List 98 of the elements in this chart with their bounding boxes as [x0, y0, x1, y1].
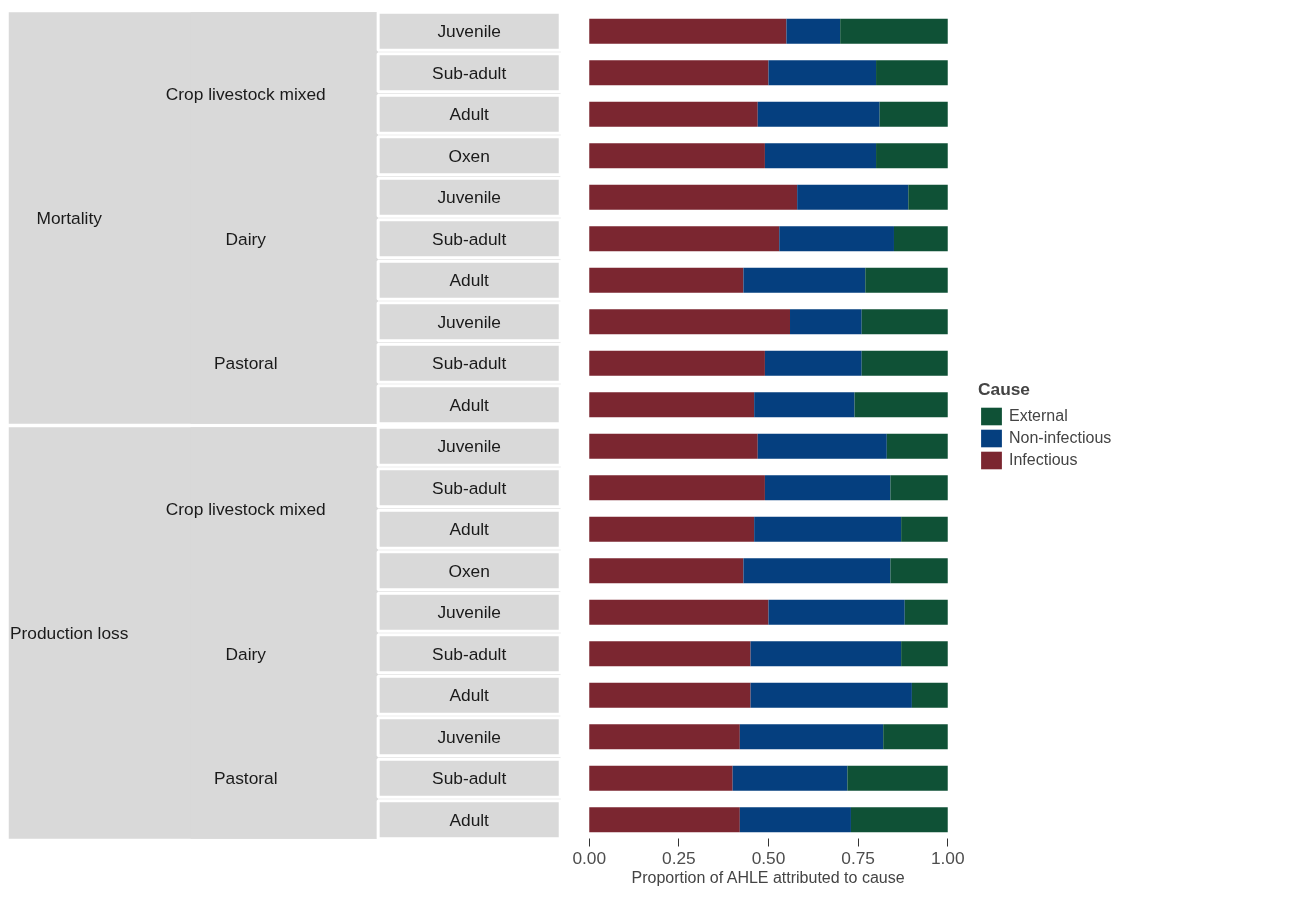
bar [901, 516, 948, 542]
bar [589, 724, 740, 750]
bar [865, 267, 948, 293]
bar [589, 18, 787, 44]
y-tick-label: Sub-adult [432, 477, 507, 498]
legend-title: Cause [978, 379, 1031, 400]
y-tick-label: Sub-adult [432, 228, 507, 249]
bar [876, 60, 948, 86]
legend-label: Non-infectious [1009, 429, 1112, 447]
y-tick-label: Sub-adult [432, 643, 507, 664]
bar [901, 641, 948, 667]
bar [589, 765, 733, 791]
bar [890, 475, 948, 501]
x-axis-title: Proportion of AHLE attributed to cause [631, 868, 905, 886]
text: Crop livestock mixed [165, 83, 326, 104]
bar [739, 724, 884, 750]
bar [589, 475, 765, 501]
bar [883, 724, 948, 750]
bar [739, 807, 851, 833]
bar [890, 558, 948, 584]
bar [732, 765, 848, 791]
bar [750, 641, 902, 667]
legend-label: Infectious [1009, 451, 1078, 469]
bar [768, 60, 877, 86]
bar [743, 558, 891, 584]
bar [589, 267, 744, 293]
bar [589, 392, 755, 418]
bar [754, 392, 855, 418]
y-tick-label: Juvenile [437, 21, 501, 42]
bar [589, 433, 758, 459]
bar [589, 60, 769, 86]
bar [861, 309, 948, 335]
bar [764, 350, 862, 376]
x-tick-label: 0.25 [662, 847, 696, 868]
bar [589, 558, 744, 584]
x-tick-label: 0.00 [572, 847, 607, 868]
bar [757, 101, 880, 127]
legend-label: External [1009, 407, 1068, 425]
bar [589, 226, 780, 252]
text: Dairy [225, 228, 267, 249]
bar [893, 226, 948, 252]
bar [589, 599, 769, 625]
bar [879, 101, 948, 127]
y-tick-label: Juvenile [437, 311, 501, 332]
text: Mortality [36, 208, 103, 228]
x-tick-label: 1.00 [930, 847, 965, 868]
bar [904, 599, 948, 625]
x-tick-label: 0.75 [841, 847, 875, 868]
y-tick-label: Adult [449, 270, 490, 291]
y-tick-label: Adult [449, 685, 490, 706]
y-tick-label: Juvenile [437, 602, 501, 623]
bar [786, 18, 841, 44]
y-tick-label: Adult [449, 519, 490, 540]
bar [886, 433, 948, 459]
y-tick-label: Juvenile [437, 436, 501, 457]
bar [850, 807, 948, 833]
text: Production loss [9, 623, 129, 643]
y-tick-label: Juvenile [437, 726, 501, 747]
bar [911, 682, 948, 708]
bar [589, 807, 740, 833]
bar [790, 309, 862, 335]
bar [750, 682, 912, 708]
bar [589, 516, 755, 542]
bar [854, 392, 948, 418]
bar [764, 475, 891, 501]
x-tick-label: 0.50 [751, 847, 786, 868]
bar [743, 267, 866, 293]
bar [589, 143, 765, 169]
y-tick-label: Juvenile [437, 187, 501, 208]
y-tick-label: Adult [449, 809, 490, 830]
text: Dairy [225, 643, 267, 664]
bar [876, 143, 948, 169]
y-tick-label: Sub-adult [432, 768, 507, 789]
text: Crop livestock mixed [165, 498, 326, 519]
bar [589, 350, 765, 376]
text: Pastoral [213, 353, 278, 374]
bar [754, 516, 902, 542]
y-tick-label: Adult [449, 394, 490, 415]
bar [757, 433, 887, 459]
bar [847, 765, 948, 791]
bar [589, 309, 791, 335]
y-tick-label: Sub-adult [432, 62, 507, 83]
bar [797, 184, 909, 210]
y-tick-label: Adult [449, 104, 490, 125]
bar [861, 350, 948, 376]
bar [589, 641, 751, 667]
y-tick-label: Oxen [448, 560, 490, 581]
text: Pastoral [213, 768, 278, 789]
bar [764, 143, 877, 169]
bar [589, 101, 758, 127]
bar [589, 184, 798, 210]
bar [768, 599, 905, 625]
y-tick-label: Oxen [448, 145, 490, 166]
bar [779, 226, 894, 252]
bar [589, 682, 751, 708]
bar [908, 184, 948, 210]
bar [840, 18, 948, 44]
y-tick-label: Sub-adult [432, 353, 507, 374]
